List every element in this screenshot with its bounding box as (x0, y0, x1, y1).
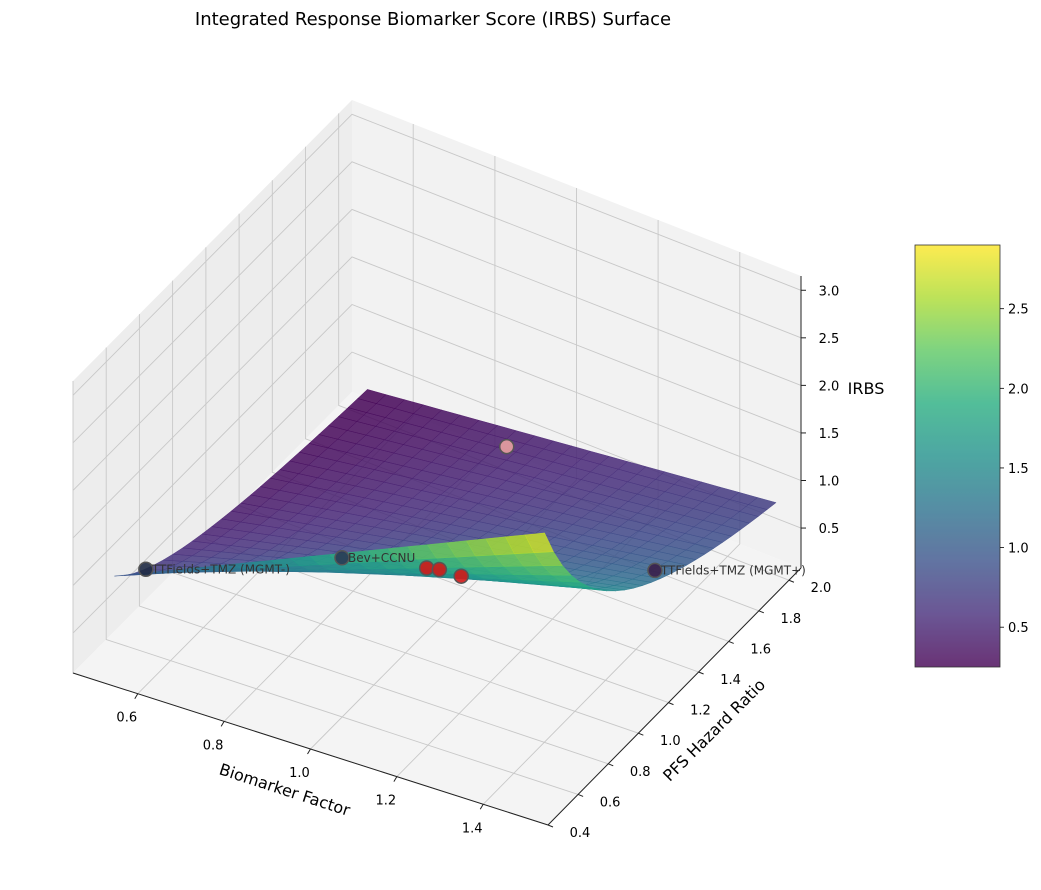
z-axis-label: IRBS (848, 379, 885, 398)
x-axis-label: Biomarker Factor (217, 760, 353, 820)
y-tick-label: 0.8 (630, 765, 651, 780)
point-label: Bev+CCNU (348, 551, 415, 565)
chart-title: Integrated Response Biomarker Score (IRB… (195, 9, 671, 30)
x-tick-mark (393, 776, 398, 782)
grid-line-z (72, 303, 802, 586)
data-point (453, 568, 469, 584)
pane-left (73, 100, 352, 673)
y-tick-mark (608, 763, 614, 767)
data-point (138, 561, 154, 578)
data-points: TTFields+TMZ (MGMT-) TTFields+TMZ (MGMT+)… (138, 438, 806, 584)
grid-line-x (482, 252, 741, 805)
grid-line-y (105, 347, 579, 795)
y-tick-label: 1.0 (660, 734, 681, 749)
grid-line-z (72, 113, 802, 396)
y-tick-label: 2.0 (811, 581, 832, 596)
y-tick-mark (758, 610, 765, 614)
x-tick-mark (307, 748, 311, 755)
x-tick-label: 1.0 (289, 766, 310, 781)
tick-labels: 0.6 0.8 1.0 1.2 1.4 0.4 0.6 0.8 1.0 1.2 1.4 1.6 1.8 2… (116, 284, 839, 841)
z-tick-label: 1.0 (819, 474, 840, 489)
y-tick-mark (698, 671, 704, 675)
y-tick-mark (788, 579, 795, 583)
colorbar-tick-label: 1.0 (1008, 542, 1029, 557)
y-tick-label: 1.2 (690, 704, 711, 719)
x-tick-label: 1.4 (462, 821, 483, 836)
point-label: TTFields+TMZ (MGMT-) (151, 562, 290, 576)
z-tick-label: 1.5 (819, 427, 840, 442)
point-label: TTFields+TMZ (MGMT+) (660, 563, 806, 577)
x-tick-mark (479, 804, 484, 810)
colorbar-tick-label: 0.5 (1008, 621, 1029, 636)
y-tick-label: 1.8 (780, 612, 801, 627)
data-point (498, 438, 515, 455)
irbs-surface (114, 389, 777, 592)
data-point (431, 561, 448, 578)
data-point (334, 550, 350, 566)
colorbar-tick-label: 1.5 (1008, 462, 1029, 477)
y-tick-mark (668, 702, 674, 706)
x-tick-mark (220, 721, 225, 727)
z-tick-label: 0.5 (819, 522, 840, 537)
y-tick-mark (638, 732, 644, 736)
y-tick-mark (728, 640, 734, 644)
y-tick-label: 1.4 (720, 673, 741, 688)
grid-line-z (72, 161, 802, 444)
z-tick-label: 2.0 (819, 379, 840, 394)
y-tick-mark (577, 793, 584, 797)
z-tick-label: 3.0 (819, 284, 840, 299)
z-tick-label: 2.5 (819, 332, 840, 347)
grid-line-z (72, 256, 802, 539)
colorbar-tick-label: 2.5 (1008, 303, 1029, 318)
surface-patch (524, 532, 554, 554)
data-point (647, 562, 663, 579)
x-tick-label: 0.6 (116, 711, 137, 726)
colorbar-tick-label: 2.0 (1008, 382, 1029, 397)
grid-line-z (72, 208, 802, 491)
data-point (418, 560, 435, 576)
colorbar: 0.5 1.0 1.5 2.0 2.5 (914, 244, 1029, 668)
y-tick-label: 1.6 (750, 642, 771, 657)
y-tick-label: 0.4 (570, 826, 591, 841)
x-tick-mark (134, 693, 139, 699)
x-tick-label: 1.2 (376, 794, 397, 809)
colorbar-gradient (914, 244, 1001, 668)
x-tick-label: 0.8 (203, 738, 224, 753)
y-tick-label: 0.6 (600, 795, 621, 810)
y-tick-mark (547, 824, 554, 828)
grid-line-y (138, 314, 609, 765)
